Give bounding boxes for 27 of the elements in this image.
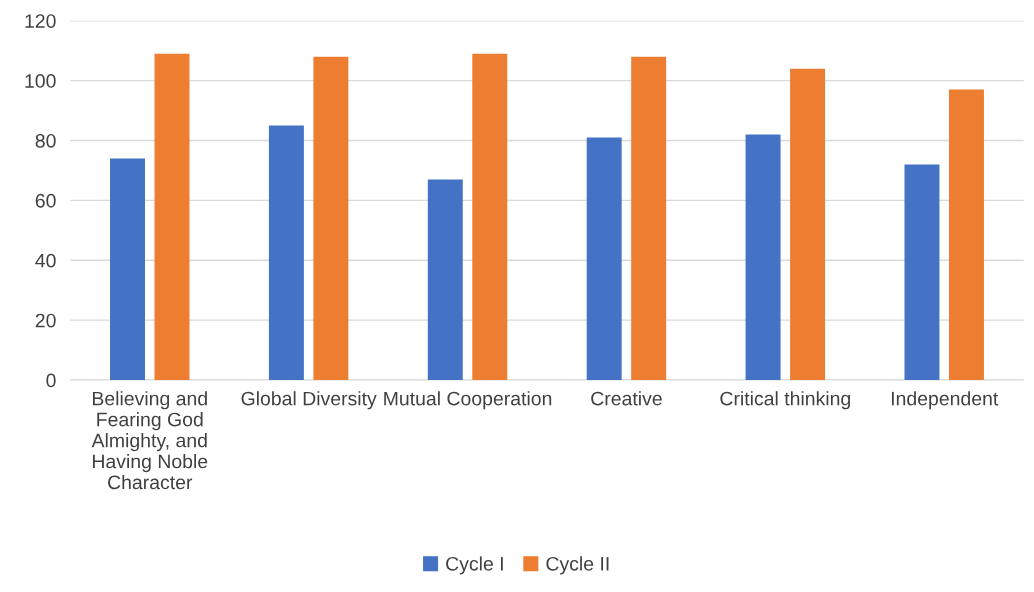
x-tick-label: Believing and Fearing God Almighty, and Having Noble Character <box>91 391 208 490</box>
y-tick-label: 60 <box>35 193 56 208</box>
y-tick-label: 40 <box>35 253 56 268</box>
bar <box>154 53 190 381</box>
bar <box>313 56 349 381</box>
bar <box>745 134 781 381</box>
bar <box>110 158 145 381</box>
y-tick-label: 80 <box>35 133 56 148</box>
bar <box>472 53 508 381</box>
bar <box>790 68 826 381</box>
bar <box>904 164 940 381</box>
x-tick-label: Critical thinking <box>720 391 850 410</box>
bar <box>427 179 463 381</box>
y-tick-label: 100 <box>25 74 56 88</box>
x-tick-label: Independent <box>891 391 999 410</box>
y-tick-label: 20 <box>35 313 56 328</box>
legend-label: Cycle II <box>546 556 609 575</box>
x-tick-label: Creative <box>591 391 662 406</box>
legend-label: Cycle I <box>446 556 503 575</box>
y-tick-label: 120 <box>25 14 56 28</box>
y-tick-label: 0 <box>46 373 56 388</box>
bar <box>631 56 667 381</box>
bar <box>586 137 622 381</box>
x-tick-label: Global Diversity <box>241 391 377 410</box>
bar <box>268 125 304 381</box>
x-tick-label: Mutual Cooperation <box>384 391 552 410</box>
bar <box>948 89 984 381</box>
